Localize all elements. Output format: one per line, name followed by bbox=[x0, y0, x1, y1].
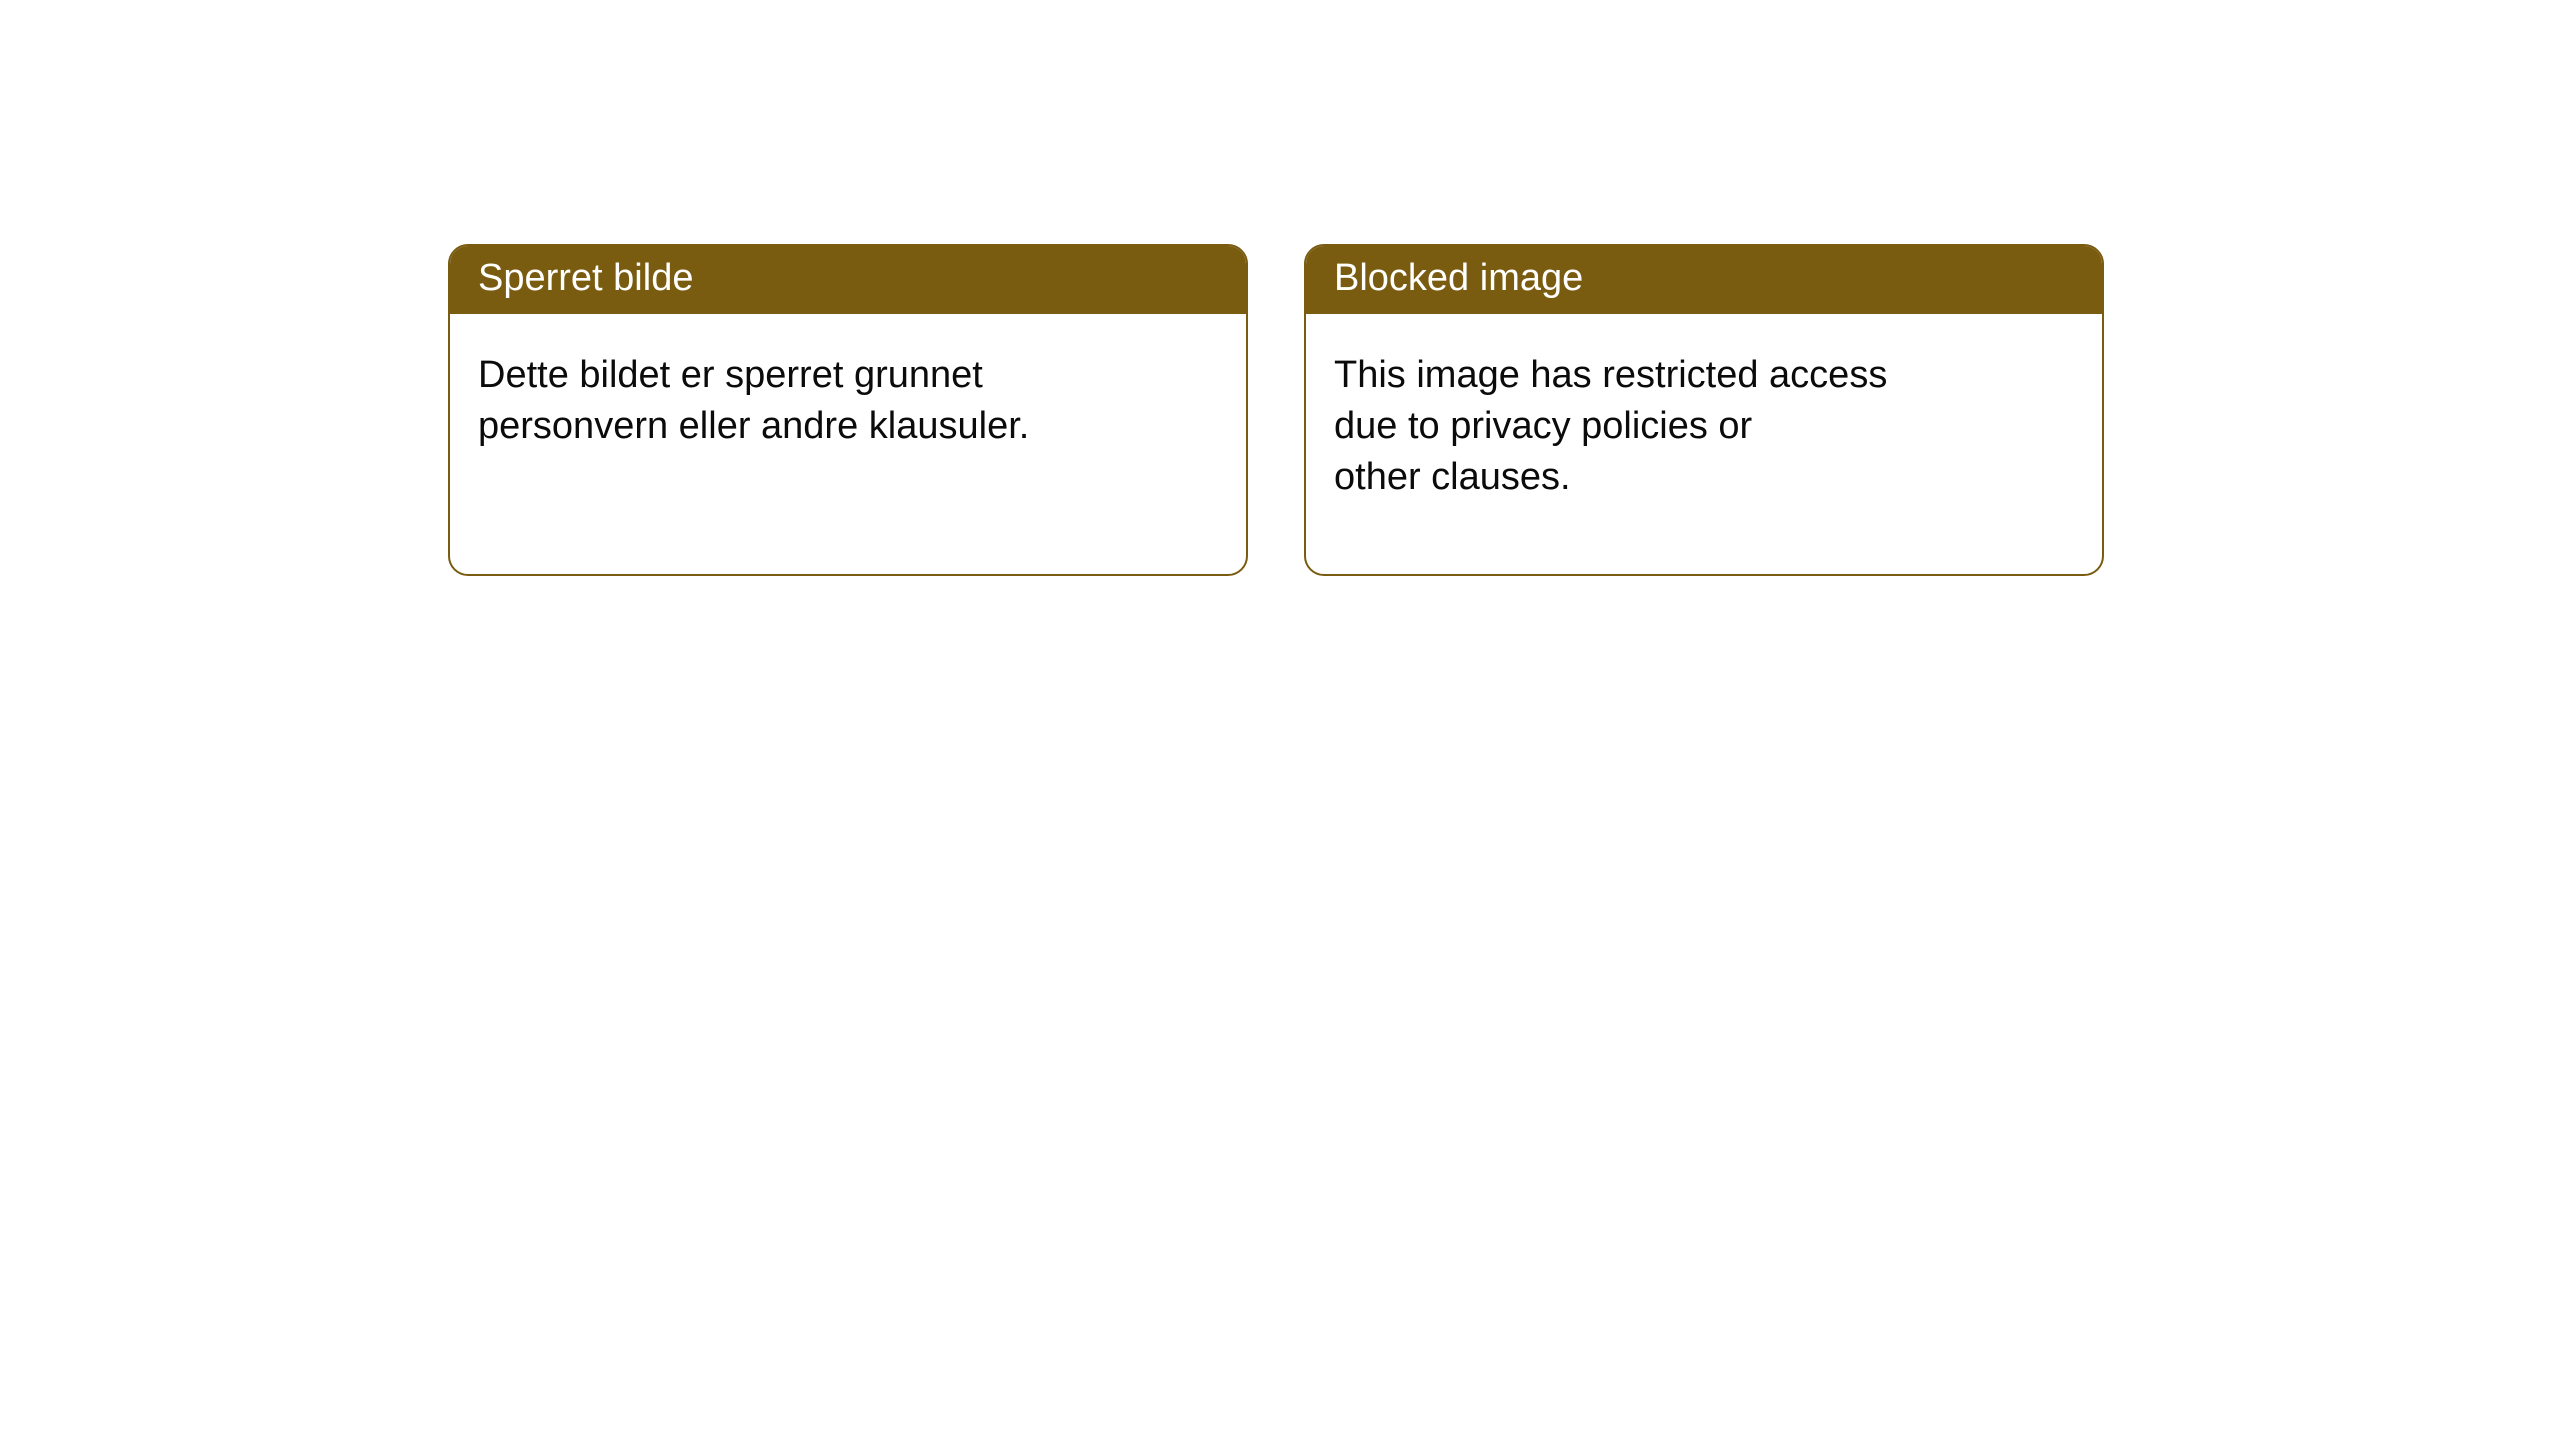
card-title: Blocked image bbox=[1306, 246, 2102, 314]
notice-cards-container: Sperret bilde Dette bildet er sperret gr… bbox=[0, 0, 2560, 576]
notice-card-norwegian: Sperret bilde Dette bildet er sperret gr… bbox=[448, 244, 1248, 576]
card-title: Sperret bilde bbox=[450, 246, 1246, 314]
notice-card-english: Blocked image This image has restricted … bbox=[1304, 244, 2104, 576]
card-body-text: Dette bildet er sperret grunnet personve… bbox=[450, 314, 1246, 481]
card-body-text: This image has restricted access due to … bbox=[1306, 314, 2102, 532]
